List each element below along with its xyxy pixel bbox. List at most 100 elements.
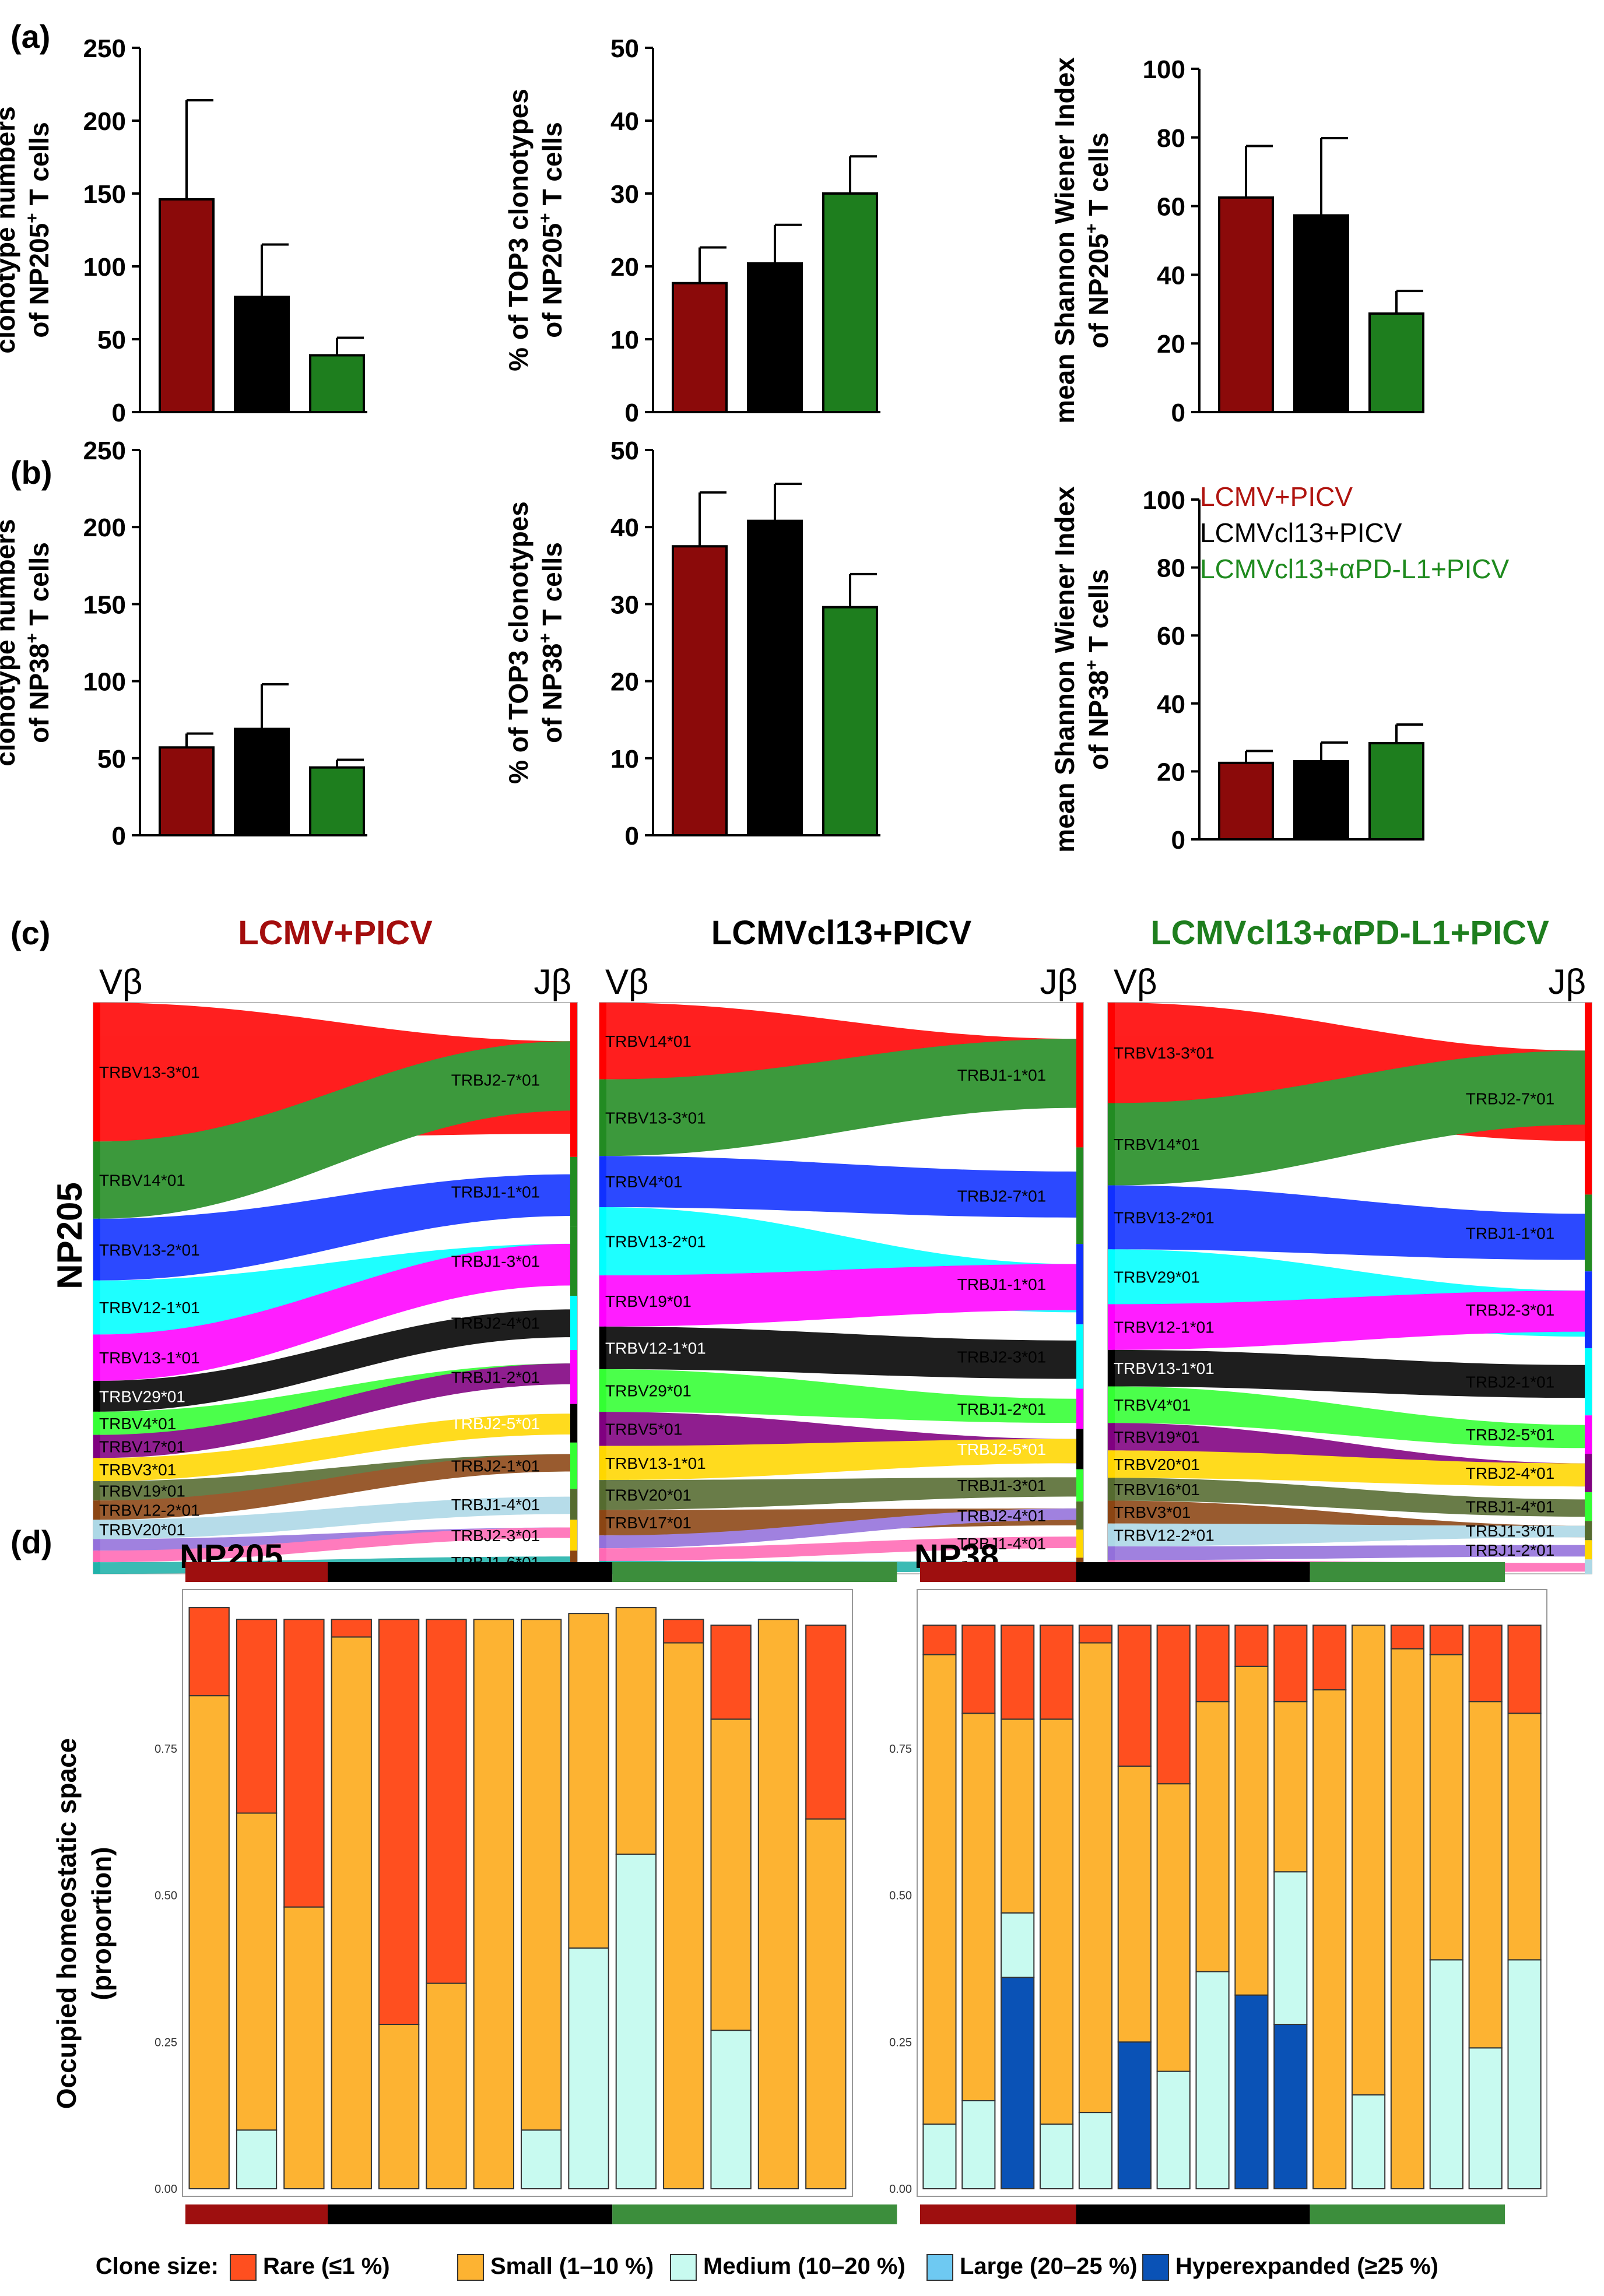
stacked-segment-rare: [1195, 1625, 1230, 1703]
stacked-segment-medium: [1468, 2047, 1503, 2190]
v-gene-label: TRBV29*01: [605, 1382, 692, 1400]
v-gene-label: TRBV20*01: [99, 1521, 185, 1539]
j-gene-label: TRBJ1-1*01: [957, 1066, 1047, 1084]
v-segment: [599, 1156, 606, 1208]
v-segment: [1108, 1349, 1115, 1387]
y-axis-title-line1: clonotype numbers: [0, 519, 20, 766]
stacked-segment-medium: [922, 2123, 957, 2189]
stacked-segment-medium: [568, 1947, 609, 2189]
stacked-segment-rare: [188, 1607, 230, 1697]
y-axis-title-line2: of NP205+ T cells: [1082, 132, 1114, 348]
v-segment: [93, 1411, 100, 1435]
sankey-flow: [98, 1363, 573, 1458]
stacked-segment-rare: [378, 1619, 420, 2026]
group-bar-bottom: [612, 2204, 897, 2224]
stacked-segment-medium: [236, 2129, 278, 2190]
y-tick-label: 150: [83, 180, 126, 209]
stacked-segment-small: [615, 1607, 657, 1855]
sankey-flow: [1112, 1349, 1587, 1398]
v-gene-label: TRBV13-2*01: [605, 1233, 706, 1251]
stacked-segment-small: [1312, 1689, 1347, 2190]
v-segment: [93, 1280, 100, 1335]
stacked-segment-small: [805, 1818, 847, 2190]
stacked-segment-small: [757, 1619, 799, 2189]
legend-label-rare: Rare (≤1 %): [263, 2253, 390, 2279]
bar-3: [309, 766, 365, 836]
group-bar-bottom: [920, 2204, 1076, 2224]
sankey-flow: [98, 1243, 573, 1381]
j-segment: [1585, 1271, 1592, 1348]
v-gene-label: TRBV13-1*01: [99, 1349, 200, 1367]
v-gene-label: TRBV12-1*01: [1114, 1318, 1215, 1337]
j-segment: [1585, 1415, 1592, 1454]
stacked-segment-small: [236, 1812, 278, 2131]
y-tick-label: 0: [112, 822, 126, 850]
y-tick-label: 100: [83, 668, 126, 697]
y-tick-label: 0.00: [889, 2183, 912, 2196]
sankey-flow: [604, 1508, 1079, 1549]
stacked-segment-rare: [922, 1625, 957, 1655]
y-tick-label: 0.00: [155, 2183, 177, 2196]
stacked-segment-medium: [1429, 1959, 1463, 2190]
v-gene-label: TRBV3*01: [1114, 1503, 1191, 1521]
v-gene-label: TRBV13-1*01: [1114, 1359, 1215, 1377]
v-segment: [599, 1446, 606, 1481]
stacked-plot-frame: [182, 1589, 853, 2197]
v-gene-label: TRBV12-2*01: [1114, 1526, 1215, 1544]
sankey-title: LCMV+PICV: [238, 914, 433, 952]
y-tick-label: 0: [1171, 399, 1185, 427]
v-segment: [1108, 1003, 1115, 1103]
v-gene-label: TRBV19*01: [99, 1482, 185, 1500]
v-gene-label: TRBV12-1*01: [99, 1299, 200, 1317]
j-segment: [1585, 1492, 1592, 1521]
group-bar-top: [328, 1562, 613, 1582]
sankey-flow: [604, 1264, 1079, 1327]
stacked-segment-medium: [1507, 1959, 1542, 2190]
v-segment: [1108, 1185, 1115, 1250]
y-tick-label: 80: [1157, 554, 1185, 583]
panel-label-a: (a): [10, 18, 50, 55]
y-axis-title-pre: of NP38: [24, 644, 54, 743]
stacked-segment-medium: [961, 2100, 996, 2189]
j-gene-label: TRBJ1-2*01: [1466, 1541, 1555, 1559]
v-segment: [93, 1380, 100, 1412]
v-segment: [1108, 1103, 1115, 1186]
j-segment: [570, 1349, 577, 1404]
y-axis-title-pre: of NP38: [537, 644, 567, 743]
y-axis-title-post: T cells: [24, 122, 54, 213]
j-gene-label: TRBJ2-7*01: [451, 1071, 540, 1089]
j-gene-label: TRBJ1-4*01: [957, 1535, 1047, 1553]
v-beta-label: Vβ: [99, 962, 143, 1001]
j-gene-label: TRBJ2-1*01: [1466, 1373, 1555, 1391]
y-tick-label: 20: [1157, 758, 1185, 786]
bar-chart-b3: 0 20 40 60 80 100 mean Shannon Wiener Index of …: [1050, 486, 1424, 855]
y-axis-title-sup: +: [1082, 223, 1101, 234]
sankey-title: LCMVcl13+PICV: [711, 914, 972, 952]
y-tick-label: 20: [1157, 330, 1185, 358]
v-segment: [1108, 1546, 1115, 1560]
legend-item-lcmvcl13-apdl1-picv: LCMVcl13+αPD-L1+PICV: [1200, 554, 1510, 584]
sankey-flows: [1112, 1003, 1587, 1574]
y-tick-label: 0.50: [889, 1890, 912, 1903]
legend-label-large: Large (20–25 %): [960, 2253, 1138, 2279]
y-axis-title-sup: +: [1082, 660, 1101, 670]
stacked-segment-rare: [1468, 1625, 1503, 1703]
y-tick-label: 0.50: [155, 1890, 177, 1903]
v-gene-label: TRBV14*01: [605, 1032, 692, 1050]
v-segment: [599, 1326, 606, 1369]
sankey-flow: [1112, 1050, 1587, 1186]
y-tick-label: 0: [112, 399, 126, 427]
j-segment: [570, 1520, 577, 1551]
y-tick-label: 200: [83, 107, 126, 136]
y-tick-label: 100: [83, 253, 126, 282]
v-segment: [599, 1079, 606, 1156]
v-gene-label: TRBV13-3*01: [1114, 1044, 1215, 1062]
y-tick-label: 20: [610, 253, 639, 282]
stacked-segment-rare: [1117, 1625, 1152, 1767]
v-segment: [93, 1481, 100, 1501]
stacked-segment-rare: [1390, 1625, 1425, 1650]
v-gene-label: TRBV14*01: [1114, 1135, 1200, 1154]
legend-label-medium: Medium (10–20 %): [703, 2253, 905, 2279]
